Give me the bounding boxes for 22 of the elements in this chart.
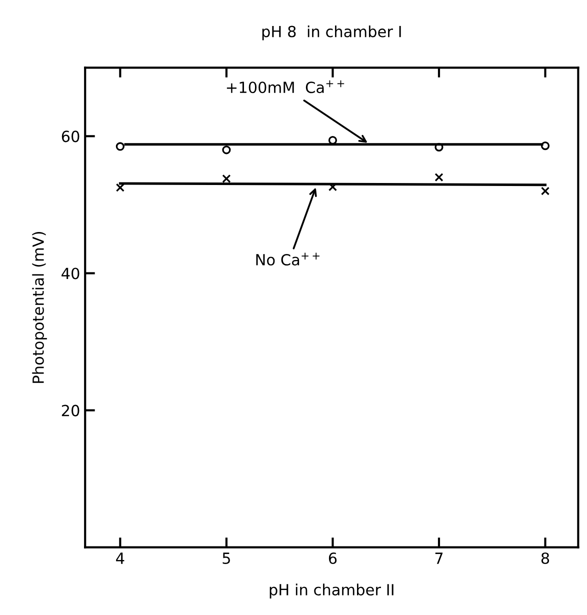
point [434,172,444,182]
point [540,141,550,150]
x-tick-label: 8 [541,552,550,564]
annotation: No Ca$^{++}$ [256,252,320,266]
y-tick-label: 20 [62,404,80,416]
y-tick-label: 60 [62,130,80,142]
y-tick-label: 40 [62,268,80,280]
point [116,183,124,192]
point [540,186,550,196]
point [222,146,231,154]
point [434,142,444,152]
x-tick-label: 6 [328,552,337,564]
point [116,142,124,151]
x-axis-title: pH in chamber II [270,584,394,598]
point [222,174,231,183]
chart-title: pH 8 in chamber I [262,25,401,40]
x-tick-label: 5 [222,552,230,564]
x-tick-label: 7 [435,552,443,564]
x-tick-label: 4 [116,552,124,564]
annotation: +100mM Ca$^{++}$ [226,80,344,94]
y-axis-title: Photopotential (mV) [32,232,47,383]
point [328,182,338,192]
